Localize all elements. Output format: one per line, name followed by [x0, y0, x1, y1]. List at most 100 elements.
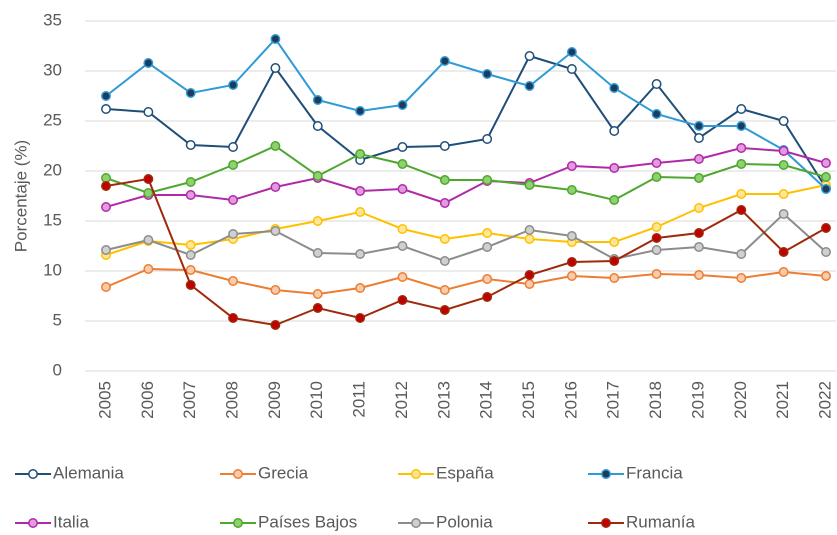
legend-label: Alemania	[53, 463, 124, 482]
data-point	[312, 289, 323, 299]
data-point	[397, 224, 408, 234]
data-point	[439, 234, 450, 244]
y-axis-label: Porcentaje (%)	[11, 140, 30, 252]
data-point	[101, 282, 111, 292]
data-point	[821, 158, 831, 168]
data-point	[312, 303, 323, 313]
data-point	[228, 229, 239, 239]
data-point	[143, 58, 154, 68]
x-tick-label: 2008	[223, 381, 242, 419]
data-point	[651, 233, 662, 243]
x-tick-label: 2020	[731, 381, 750, 419]
data-point	[778, 189, 789, 199]
data-point	[566, 271, 577, 281]
x-tick-label: 2022	[815, 381, 834, 419]
legend-marker	[233, 469, 243, 479]
data-point	[651, 158, 662, 168]
legend-marker	[411, 469, 421, 479]
data-point	[228, 276, 239, 286]
data-point	[439, 175, 450, 185]
data-point	[736, 159, 747, 169]
data-point	[312, 248, 323, 258]
data-point	[270, 34, 281, 44]
data-point	[609, 83, 620, 93]
data-point	[566, 161, 577, 171]
data-point	[524, 234, 535, 244]
data-point	[482, 274, 493, 284]
x-tick-label: 2012	[392, 381, 411, 419]
data-point	[693, 154, 704, 164]
data-point	[143, 188, 154, 198]
data-point	[355, 283, 366, 293]
x-tick-label: 2011	[350, 381, 369, 418]
data-point	[693, 173, 704, 183]
data-point	[609, 237, 620, 247]
x-tick-label: 2018	[646, 381, 665, 419]
series-line	[105, 37, 827, 190]
series-line	[105, 267, 827, 296]
data-point	[397, 100, 408, 110]
data-point	[566, 64, 577, 74]
data-point	[778, 146, 789, 156]
y-tick-label: 25	[43, 110, 62, 129]
data-point	[566, 185, 577, 195]
data-point	[693, 121, 704, 131]
data-point	[524, 180, 535, 190]
data-point	[778, 267, 789, 277]
data-point	[270, 320, 281, 330]
data-point	[355, 106, 366, 116]
data-point	[439, 285, 450, 295]
legend-label: Italia	[53, 512, 89, 531]
data-point	[143, 235, 154, 245]
data-point	[566, 231, 577, 241]
data-point	[397, 159, 408, 169]
data-point	[736, 189, 747, 199]
data-point	[228, 80, 239, 90]
data-point	[397, 241, 408, 251]
data-point	[524, 81, 535, 91]
data-point	[143, 264, 154, 274]
data-point	[482, 292, 493, 302]
x-tick-label: 2005	[95, 381, 114, 419]
data-point	[185, 280, 196, 290]
data-point	[397, 142, 408, 152]
x-tick-label: 2014	[477, 381, 496, 419]
series-line	[105, 146, 827, 208]
data-point	[482, 69, 493, 79]
data-point	[609, 195, 620, 205]
data-point	[778, 247, 789, 257]
data-point	[101, 181, 111, 191]
data-point	[524, 51, 535, 61]
data-point	[524, 279, 535, 289]
legend-label: Polonia	[436, 512, 493, 531]
data-point	[439, 256, 450, 266]
data-point	[270, 226, 281, 236]
x-tick-label: 2015	[519, 381, 538, 419]
data-point	[101, 104, 111, 114]
data-point	[185, 250, 196, 260]
data-point	[312, 121, 323, 131]
series-line	[105, 177, 827, 327]
data-point	[355, 186, 366, 196]
y-tick-label: 10	[43, 260, 62, 279]
x-tick-label: 2009	[265, 381, 284, 419]
data-point	[693, 228, 704, 238]
x-tick-label: 2010	[307, 381, 326, 419]
x-tick-label: 2019	[688, 381, 707, 419]
x-tick-label: 2013	[434, 381, 453, 419]
legend-marker	[233, 518, 243, 528]
data-point	[482, 228, 493, 238]
data-point	[228, 160, 239, 170]
data-point	[651, 245, 662, 255]
data-point	[778, 160, 789, 170]
data-point	[736, 273, 747, 283]
data-point	[821, 247, 831, 257]
data-point	[185, 265, 196, 275]
data-point	[693, 270, 704, 280]
data-point	[185, 240, 196, 250]
series-line	[105, 184, 827, 256]
data-point	[185, 88, 196, 98]
data-point	[355, 207, 366, 217]
legend-marker	[601, 469, 611, 479]
data-point	[821, 271, 831, 281]
